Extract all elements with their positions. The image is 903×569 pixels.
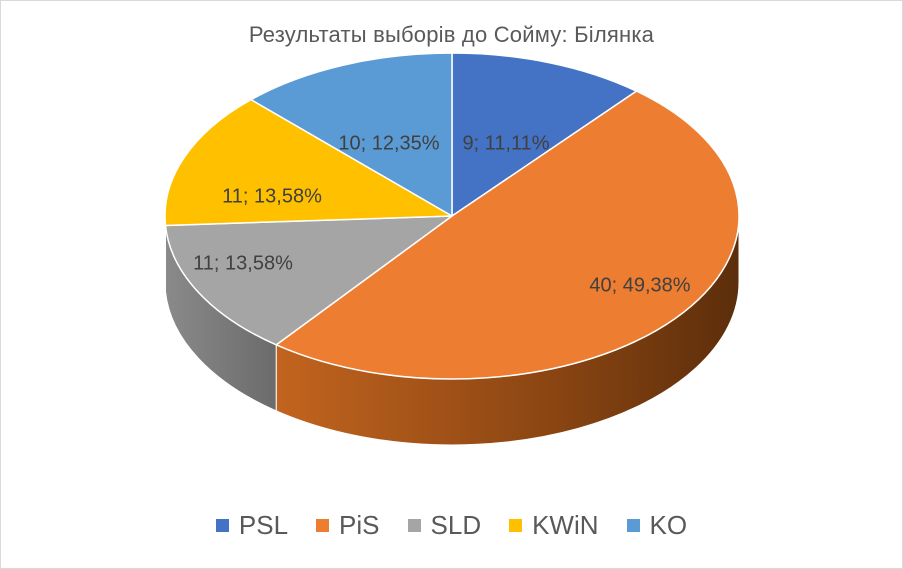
data-label-pis: 40; 49,38% bbox=[589, 274, 690, 296]
pie-slice-ko bbox=[250, 52, 453, 217]
pie-slice-psl bbox=[451, 52, 638, 217]
legend-label: KO bbox=[649, 510, 688, 540]
pie-slice-sld bbox=[164, 215, 453, 346]
data-label-kwin: 11; 13,58% bbox=[222, 185, 322, 207]
legend-swatch bbox=[509, 519, 523, 532]
data-label-sld: 11; 13,58% bbox=[193, 252, 293, 274]
legend-item-pis: PiS bbox=[316, 510, 380, 541]
data-label-psl: 9; 11,11% bbox=[462, 132, 549, 154]
data-label-ko: 10; 12,35% bbox=[338, 132, 439, 154]
legend-swatch bbox=[215, 519, 229, 532]
legend-label: PSL bbox=[238, 510, 289, 540]
legend-label: PiS bbox=[339, 510, 380, 540]
legend-label: SLD bbox=[430, 510, 482, 540]
legend-swatch bbox=[407, 519, 421, 532]
pie-slice-kwin bbox=[164, 98, 453, 227]
legend-item-sld: SLD bbox=[407, 510, 482, 541]
legend-swatch bbox=[316, 519, 330, 532]
legend-swatch bbox=[626, 519, 640, 532]
legend-item-psl: PSL bbox=[215, 510, 289, 541]
chart-title: Результаты выборів до Сойму: Білянка bbox=[248, 22, 655, 47]
legend: PSL PiS SLD KWiN KO bbox=[0, 510, 903, 541]
legend-label: KWiN bbox=[532, 510, 599, 540]
legend-item-kwin: KWiN bbox=[509, 510, 599, 541]
pie-slice-pis bbox=[275, 90, 740, 380]
legend-item-ko: KO bbox=[626, 510, 688, 541]
